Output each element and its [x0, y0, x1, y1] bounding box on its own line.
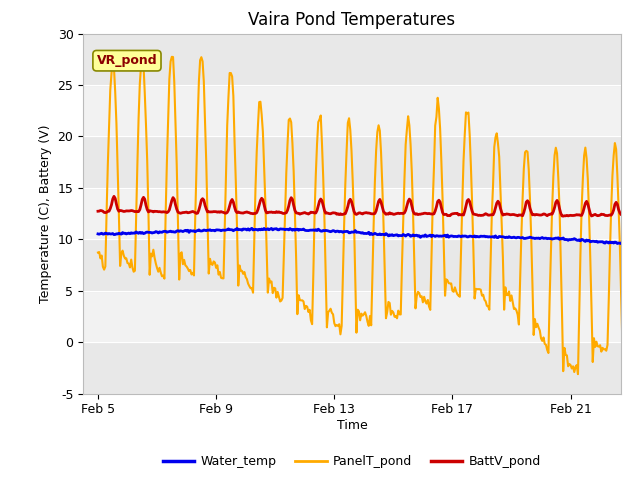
PanelT_pond [221, 223, 228, 229]
Water_temp [220, 227, 227, 233]
PanelT_pond [168, 54, 175, 60]
Bar [83, 188, 621, 240]
Bar [83, 291, 621, 342]
Bar [83, 85, 621, 136]
Bar [83, 342, 621, 394]
BattV_pond [626, 213, 634, 218]
Y-axis label: Temperature (C), Battery (V): Temperature (C), Battery (V) [39, 124, 52, 303]
BattV_pond [143, 207, 151, 213]
Line: PanelT_pond: PanelT_pond [98, 57, 630, 374]
BattV_pond [221, 210, 228, 216]
PanelT_pond [120, 253, 127, 259]
Text: VR_pond: VR_pond [97, 54, 157, 67]
PanelT_pond [94, 250, 102, 255]
BattV_pond [559, 213, 567, 219]
Bar [83, 240, 621, 291]
Water_temp [409, 232, 417, 238]
Water_temp [625, 242, 632, 248]
Line: Water_temp: Water_temp [98, 228, 630, 245]
Water_temp [404, 231, 412, 237]
PanelT_pond [574, 371, 582, 377]
PanelT_pond [409, 210, 417, 216]
BattV_pond [404, 199, 412, 204]
BattV_pond [409, 208, 417, 214]
BattV_pond [94, 208, 102, 214]
PanelT_pond [404, 113, 412, 119]
Bar [83, 136, 621, 188]
Line: BattV_pond: BattV_pond [98, 196, 630, 216]
Legend: Water_temp, PanelT_pond, BattV_pond: Water_temp, PanelT_pond, BattV_pond [158, 450, 546, 473]
PanelT_pond [626, 325, 634, 331]
BattV_pond [121, 208, 129, 214]
Water_temp [120, 230, 127, 236]
BattV_pond [522, 199, 530, 205]
Water_temp [142, 229, 150, 235]
Water_temp [522, 235, 530, 241]
Title: Vaira Pond Temperatures: Vaira Pond Temperatures [248, 11, 456, 29]
BattV_pond [110, 193, 118, 199]
X-axis label: Time: Time [337, 419, 367, 432]
PanelT_pond [522, 148, 530, 154]
Water_temp [94, 231, 102, 237]
Water_temp [626, 242, 634, 248]
Bar [83, 34, 621, 85]
PanelT_pond [142, 121, 150, 127]
Water_temp [248, 226, 255, 231]
